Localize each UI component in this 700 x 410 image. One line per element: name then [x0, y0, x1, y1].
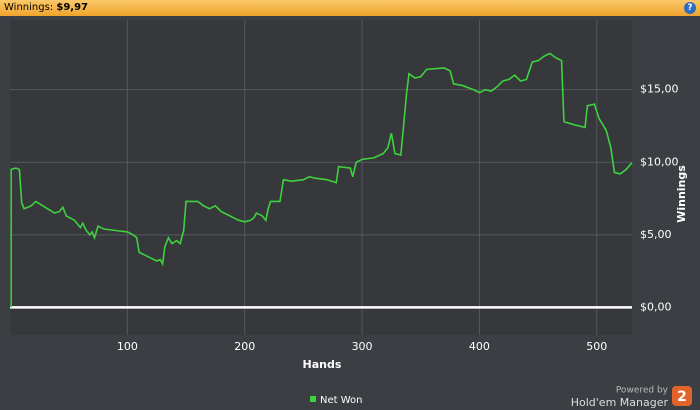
badge: 2: [677, 389, 687, 405]
y-tick-label: $5,00: [640, 228, 672, 241]
powered-by: Powered by: [616, 386, 669, 396]
x-tick-label: 200: [234, 340, 255, 353]
y-tick-label: $15,00: [640, 83, 679, 96]
help-button[interactable]: ?: [684, 2, 696, 14]
x-tick-label: 100: [117, 340, 138, 353]
header-bar: Winnings: $9,97 ?: [0, 0, 700, 16]
legend-label: Net Won: [320, 395, 363, 406]
branding: Powered by Hold'em Manager 2: [571, 386, 692, 409]
legend-swatch: [310, 396, 316, 402]
header-value: $9,97: [56, 2, 88, 13]
plot-area: [10, 20, 632, 335]
x-tick-label: 300: [352, 340, 373, 353]
badge-bg: [672, 386, 692, 406]
x-tick-label: 400: [469, 340, 490, 353]
y-tick-label: $10,00: [640, 155, 679, 168]
line: [10, 52, 633, 308]
header-label: Winnings:: [4, 2, 54, 13]
y-tick-label: $0,00: [640, 300, 672, 313]
y-axis-title: Winnings: [675, 165, 688, 223]
x-axis-title: Hands: [303, 358, 342, 371]
chart: Hands Winnings Powered by Hold'em Manage…: [10, 20, 692, 409]
brand: Hold'em Manager: [571, 396, 669, 409]
x-tick-label: 500: [586, 340, 607, 353]
